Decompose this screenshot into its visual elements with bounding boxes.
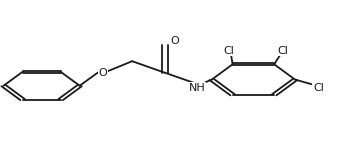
Text: Cl: Cl — [223, 46, 235, 56]
Text: O: O — [99, 68, 108, 78]
Text: NH: NH — [189, 83, 206, 93]
Text: O: O — [170, 36, 179, 46]
Text: Cl: Cl — [313, 83, 324, 93]
Text: Cl: Cl — [278, 46, 289, 56]
